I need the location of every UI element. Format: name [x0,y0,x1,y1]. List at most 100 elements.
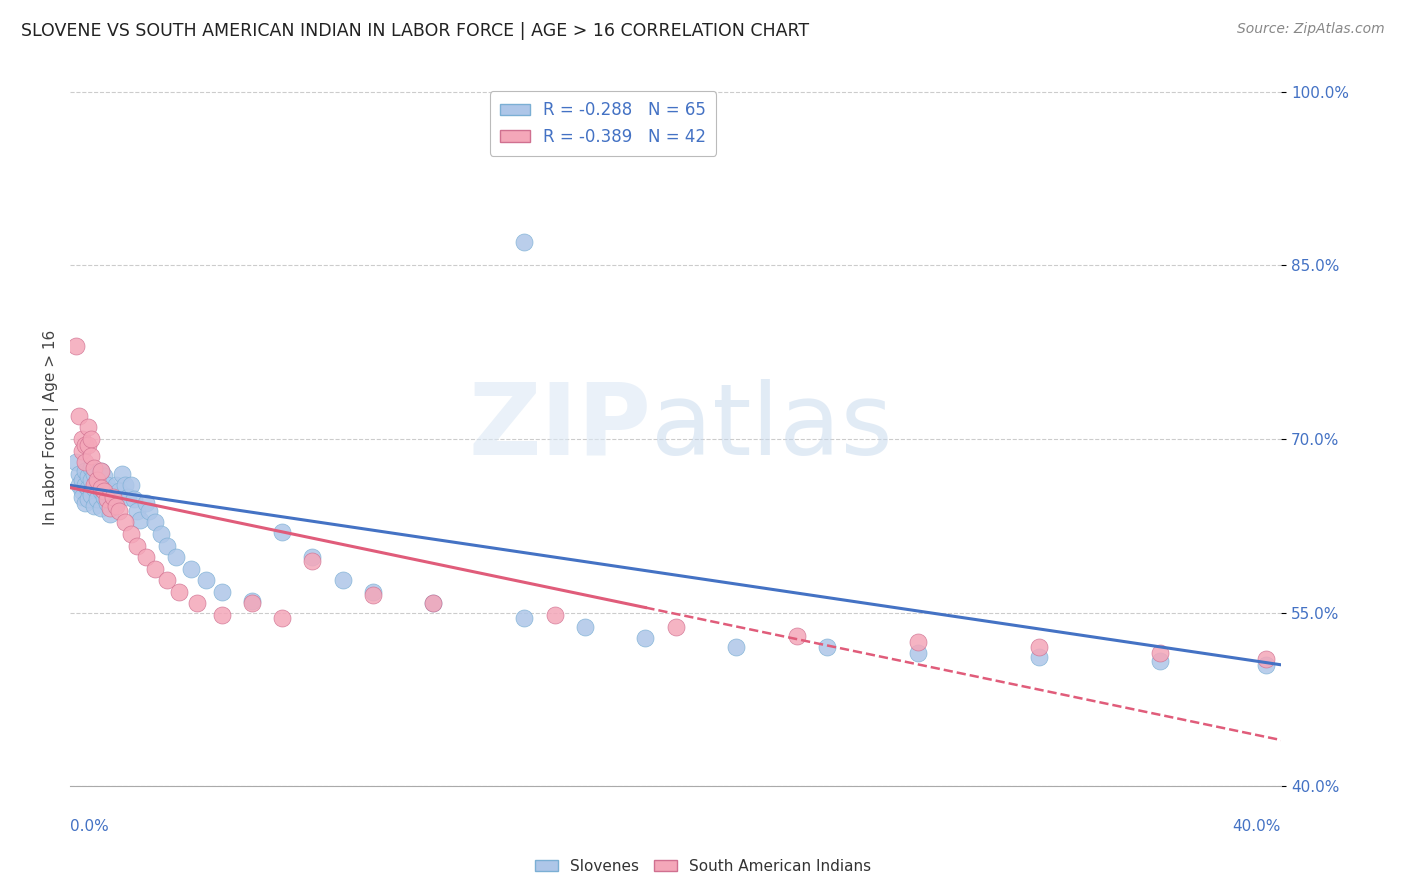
Point [72,490,94,504]
Legend: R = -0.288   N = 65, R = -0.389   N = 42: R = -0.288 N = 65, R = -0.389 N = 42 [489,91,716,155]
Point [89,465,111,479]
Point [1149,654,1171,668]
Point [67,478,90,492]
Point [75,478,97,492]
Point [104,478,127,492]
Point [104,496,127,510]
Point [135,550,157,565]
Point [117,490,139,504]
Point [422,597,444,611]
Point [301,553,323,567]
Point [114,516,136,530]
Point [77,420,100,434]
Point [96,478,118,492]
Point [128,513,150,527]
Point [725,640,748,655]
Point [543,607,565,622]
Point [77,492,100,507]
Point [86,473,108,487]
Point [89,465,111,479]
Text: 0.0%: 0.0% [70,819,110,834]
Point [107,484,129,499]
Point [80,450,103,464]
Point [165,550,187,565]
Point [1254,652,1277,666]
Point [89,501,111,516]
Point [186,597,208,611]
Text: ZIP: ZIP [468,379,651,476]
Point [67,467,90,481]
Point [77,481,100,495]
Point [361,588,384,602]
Point [815,640,838,655]
Point [332,574,354,588]
Point [1028,640,1050,655]
Point [665,619,688,633]
Point [125,539,148,553]
Point [422,597,444,611]
Point [167,585,190,599]
Point [120,478,142,492]
Point [80,473,103,487]
Point [72,432,94,446]
Point [89,484,111,499]
Point [114,478,136,492]
Y-axis label: In Labor Force | Age > 16: In Labor Force | Age > 16 [44,330,59,525]
Point [83,478,105,492]
Point [96,496,118,510]
Point [143,516,166,530]
Point [240,594,263,608]
Point [211,585,233,599]
Point [89,481,111,495]
Point [83,499,105,513]
Point [75,438,97,452]
Point [80,432,103,446]
Point [67,409,90,423]
Point [156,574,179,588]
Point [513,611,536,625]
Point [138,504,160,518]
Point [98,484,121,499]
Point [93,490,115,504]
Point [180,562,202,576]
Point [156,539,179,553]
Point [72,473,94,487]
Point [513,235,536,250]
Point [86,478,108,492]
Point [96,492,118,507]
Point [86,492,108,507]
Point [634,631,657,645]
Point [77,469,100,483]
Point [195,574,218,588]
Point [271,611,294,625]
Point [72,484,94,499]
Point [65,339,87,353]
Point [111,467,134,481]
Point [101,490,124,504]
Point [104,499,127,513]
Point [83,467,105,481]
Point [72,443,94,458]
Point [101,490,124,504]
Point [80,461,103,475]
Point [93,484,115,499]
Text: Source: ZipAtlas.com: Source: ZipAtlas.com [1237,22,1385,37]
Point [83,461,105,475]
Point [240,597,263,611]
Point [211,607,233,622]
Point [107,504,129,518]
Point [80,487,103,501]
Text: 40.0%: 40.0% [1233,819,1281,834]
Point [77,438,100,452]
Legend: Slovenes, South American Indians: Slovenes, South American Indians [529,853,877,880]
Point [907,634,929,648]
Point [1149,646,1171,660]
Point [135,496,157,510]
Point [125,504,148,518]
Point [361,585,384,599]
Point [907,646,929,660]
Point [150,527,173,541]
Point [143,562,166,576]
Point [1028,649,1050,664]
Point [75,496,97,510]
